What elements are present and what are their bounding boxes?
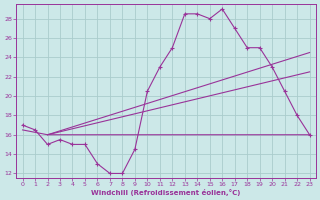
X-axis label: Windchill (Refroidissement éolien,°C): Windchill (Refroidissement éolien,°C) bbox=[92, 189, 241, 196]
